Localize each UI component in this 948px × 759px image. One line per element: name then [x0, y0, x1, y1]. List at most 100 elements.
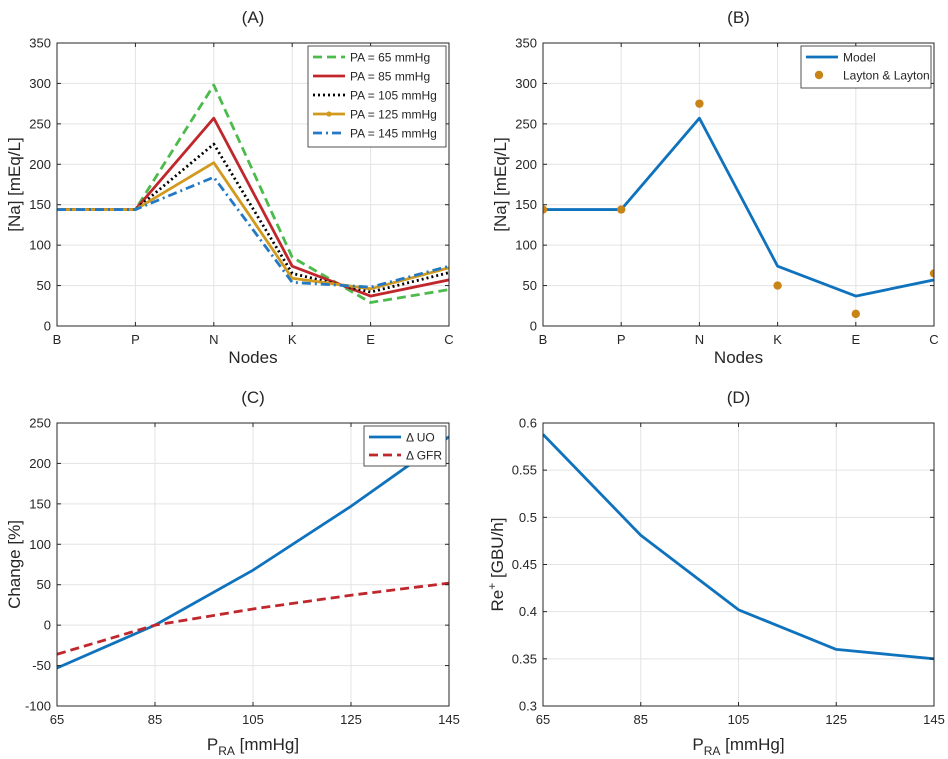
series-line-b-0	[543, 116, 934, 298]
ytick-label-d-5: 0.55	[512, 463, 537, 478]
series-line-c-1	[57, 581, 449, 656]
series-line-a-0	[57, 83, 449, 304]
xtick-label-c-3: 125	[340, 712, 362, 727]
y-axis-label-a: [Na] [mEq/L]	[5, 137, 24, 231]
marker-b-1-4	[851, 309, 860, 319]
xtick-label-a-4: E	[366, 332, 375, 347]
ytick-label-b-2: 100	[515, 238, 537, 253]
legend-marker-b-1	[814, 70, 824, 80]
panel-d: 0.3 0.35 0.4 0.45 0.5 0.55 0.6 65 85 105 125 145 (D)…	[485, 388, 945, 758]
legend-label-c-0: Δ UO	[406, 431, 435, 445]
panel-c: -100 -50 0 50 100 150 200 250 65 85 105 125 145 (C) PR…	[5, 388, 460, 758]
ytick-label-d-1: 0.35	[512, 651, 537, 666]
legend-a: PA = 65 mmHg PA = 85 mmHg PA = 105 mmHg PA …	[307, 45, 447, 148]
legend-label-a-4: PA = 145 mmHg	[350, 127, 437, 141]
xtick-label-b-5: C	[929, 332, 938, 347]
ytick-label-a-2: 100	[29, 238, 51, 253]
panel-title-d: (D)	[727, 388, 751, 407]
marker-b-1-0	[543, 205, 548, 214]
legend-box-b	[800, 45, 932, 89]
legend-label-a-1: PA = 85 mmHg	[350, 70, 430, 84]
y-axis-label-c: Change [%]	[5, 520, 24, 609]
xtick-label-c-0: 65	[50, 712, 64, 727]
marker-b-1-2	[695, 99, 704, 108]
legend-box-a	[307, 45, 447, 148]
series-line-d-0	[543, 433, 934, 661]
plot-area-b	[543, 43, 934, 326]
panel-title-b: (B)	[727, 8, 750, 27]
ytick-label-c-7: 250	[29, 416, 51, 431]
ytick-label-a-3: 150	[29, 197, 51, 212]
series-line-c-0	[57, 435, 449, 670]
panel-b: 0 50 100 150 200 250 300 350 B P N K E C (B) Nodes [Na] …	[491, 8, 939, 367]
legend-label-c-1: Δ GFR	[406, 449, 442, 463]
ytick-label-a-1: 50	[37, 278, 51, 293]
xtick-label-a-5: C	[444, 332, 453, 347]
ytick-label-b-4: 200	[515, 157, 537, 172]
ytick-label-b-0: 0	[530, 319, 537, 334]
ytick-label-d-6: 0.6	[519, 416, 537, 431]
legend-label-b-1: Layton & Layton	[843, 69, 930, 83]
xtick-label-a-3: K	[288, 332, 297, 347]
series-group-a	[57, 83, 449, 304]
legend-label-b-0: Model	[843, 51, 876, 65]
xtick-label-b-0: B	[539, 332, 548, 347]
y-axis-label-b: [Na] [mEq/L]	[491, 137, 510, 231]
legend-dot-a-3	[326, 111, 332, 117]
ytick-label-c-5: 150	[29, 496, 51, 511]
y-axis-label-d: Re+ [GBU/h]	[485, 518, 507, 612]
ytick-label-a-0: 0	[44, 319, 51, 334]
legend-label-a-0: PA = 65 mmHg	[350, 51, 430, 65]
x-axis-label-c: PRA [mmHg]	[207, 735, 299, 758]
series-line-a-4	[57, 175, 449, 289]
xtick-label-b-2: N	[695, 332, 704, 347]
legend-label-a-2: PA = 105 mmHg	[350, 89, 437, 103]
xtick-label-c-4: 145	[438, 712, 460, 727]
panel-a: 0 50 100 150 200 250 300 350 B P N K E C (A) Nodes [Na] …	[5, 8, 454, 367]
axes-box-a	[56, 42, 450, 327]
ytick-label-d-0: 0.3	[519, 699, 537, 714]
ytick-label-b-6: 300	[515, 76, 537, 91]
series-group-b	[543, 99, 934, 319]
series-group-c	[57, 435, 449, 670]
legend-box-c	[363, 425, 447, 467]
xtick-label-a-2: N	[209, 332, 218, 347]
xtick-label-d-3: 125	[825, 712, 847, 727]
xtick-label-d-2: 105	[728, 712, 750, 727]
marker-b-1-1	[617, 205, 626, 214]
xtick-label-b-3: K	[773, 332, 782, 347]
ytick-label-b-3: 150	[515, 197, 537, 212]
panel-title-c: (C)	[241, 388, 265, 407]
ytick-label-d-2: 0.4	[519, 604, 537, 619]
ytick-label-d-4: 0.5	[519, 510, 537, 525]
ytick-label-c-0: -100	[25, 699, 51, 714]
legend-c: Δ UO Δ GFR	[363, 425, 447, 467]
ytick-label-b-5: 250	[515, 116, 537, 131]
ytick-label-a-7: 350	[29, 36, 51, 51]
xtick-label-a-0: B	[53, 332, 62, 347]
xtick-label-b-1: P	[617, 332, 626, 347]
ytick-label-c-3: 50	[37, 577, 51, 592]
xtick-label-c-2: 105	[242, 712, 264, 727]
x-axis-label-a: Nodes	[228, 348, 277, 367]
ytick-label-a-5: 250	[29, 116, 51, 131]
ytick-label-c-6: 200	[29, 456, 51, 471]
axes-box-b	[542, 42, 935, 327]
xtick-label-b-4: E	[851, 332, 860, 347]
panel-title-a: (A)	[242, 8, 265, 27]
xtick-label-a-1: P	[131, 332, 140, 347]
ytick-label-c-1: -50	[32, 658, 51, 673]
x-axis-label-b: Nodes	[714, 348, 763, 367]
legend-b: Model Layton & Layton	[800, 45, 932, 89]
marker-b-1-5	[929, 269, 934, 278]
x-axis-label-d: PRA [mmHg]	[692, 735, 784, 758]
xtick-label-d-1: 85	[634, 712, 648, 727]
xtick-label-c-1: 85	[148, 712, 162, 727]
ytick-label-c-4: 100	[29, 537, 51, 552]
xtick-label-d-0: 65	[536, 712, 550, 727]
ytick-label-b-7: 350	[515, 36, 537, 51]
ytick-label-d-3: 0.45	[512, 557, 537, 572]
ytick-label-b-1: 50	[523, 278, 537, 293]
legend-label-a-3: PA = 125 mmHg	[350, 108, 437, 122]
